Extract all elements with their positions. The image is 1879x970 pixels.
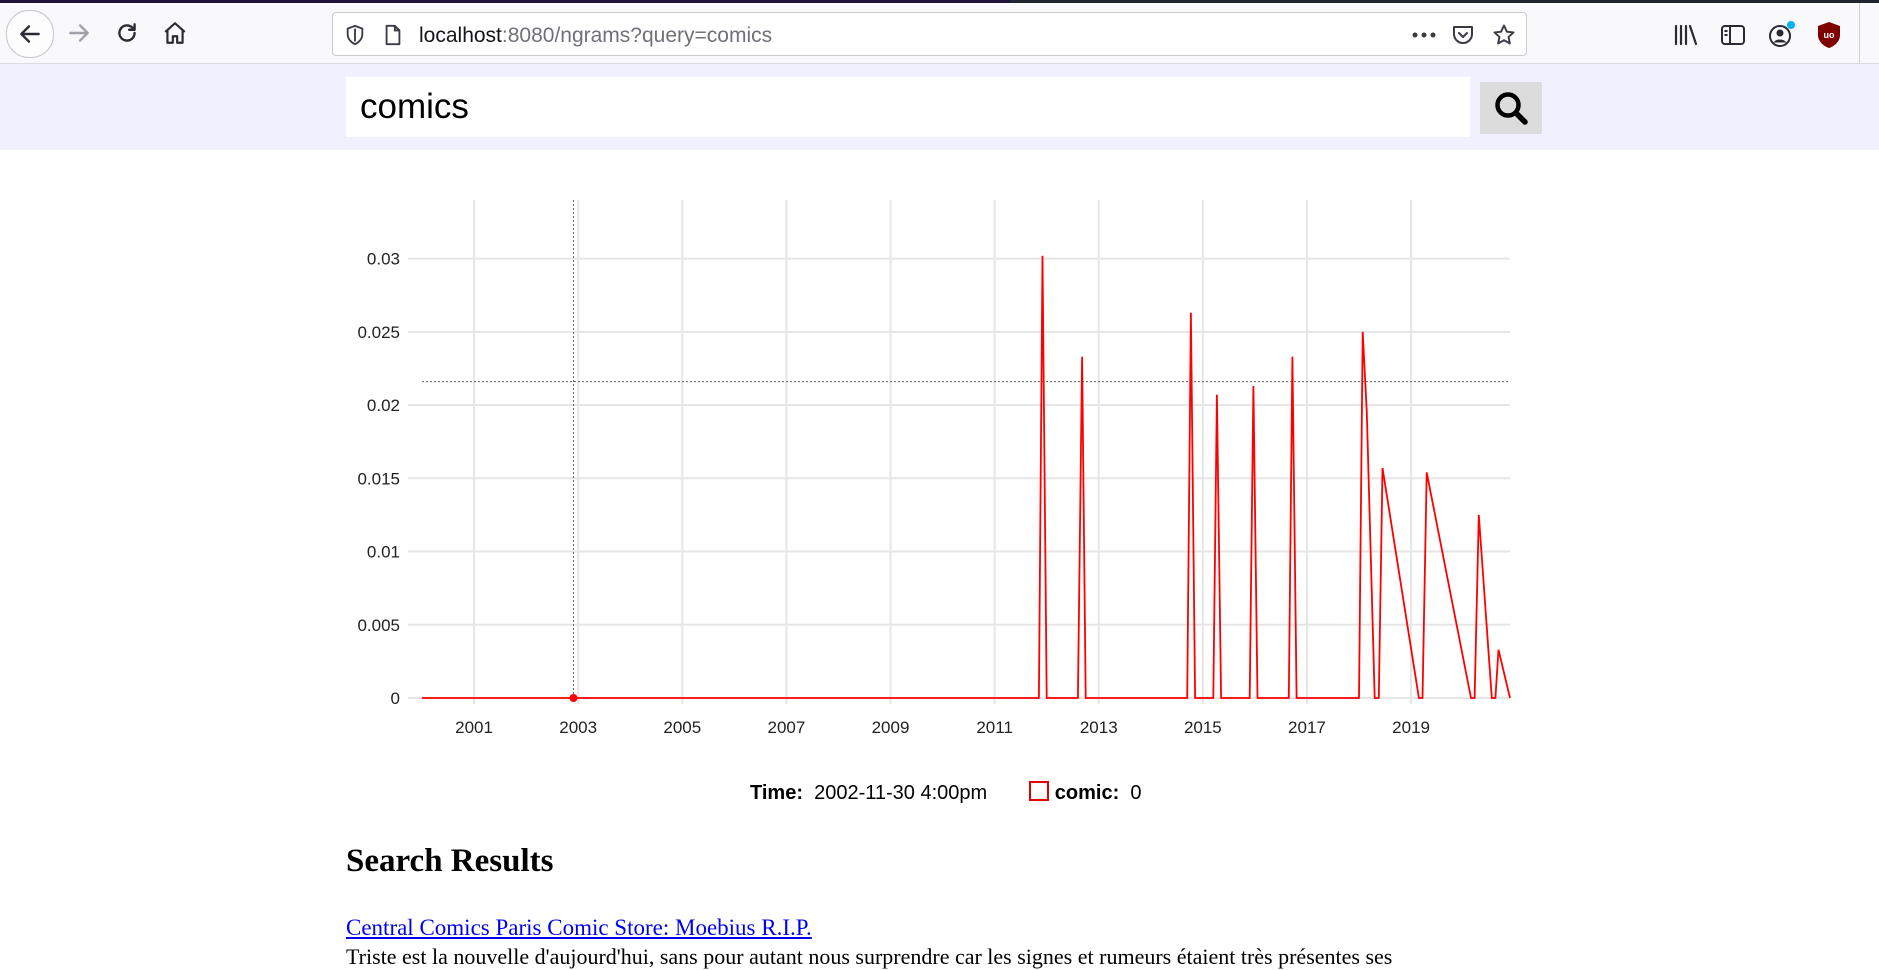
browser-toolbar: localhost:8080/ngrams?query=comics uo (0, 3, 1879, 64)
legend-time-value: 2002-11-30 4:00pm (814, 782, 988, 804)
ngram-chart[interactable]: 0 0.005 0.01 0.015 0.02 0.025 0.03 2001 2003 200… (340, 188, 1530, 748)
back-arrow-icon (20, 25, 40, 43)
x-tick-label: 2009 (872, 718, 910, 737)
svg-text:uo: uo (1824, 30, 1835, 40)
reload-button[interactable] (104, 10, 150, 56)
x-tick-label: 2001 (455, 718, 493, 737)
pocket-icon[interactable] (1450, 22, 1476, 48)
search-button[interactable] (1480, 82, 1542, 134)
y-tick-label: 0.03 (367, 250, 400, 269)
forward-arrow-icon (69, 24, 89, 42)
bookmark-star-icon[interactable] (1491, 22, 1517, 48)
ublock-origin-icon[interactable]: uo (1814, 20, 1844, 50)
back-button[interactable] (6, 10, 54, 58)
y-tick-label: 0 (391, 689, 400, 708)
result-title-link[interactable]: Central Comics Paris Comic Store: Moebiu… (346, 915, 812, 940)
home-button[interactable] (152, 10, 198, 56)
url-path: :8080/ngrams?query=comics (501, 24, 773, 47)
y-tick-label: 0.02 (367, 396, 400, 415)
url-text[interactable]: localhost:8080/ngrams?query=comics (419, 24, 772, 48)
y-tick-label: 0.025 (357, 323, 400, 342)
tracking-shield-icon[interactable] (343, 23, 367, 47)
tab-strip (0, 0, 1879, 3)
search-icon (1495, 92, 1528, 125)
x-tick-label: 2007 (767, 718, 805, 737)
series-line-comic (422, 255, 1511, 699)
page-info-icon[interactable] (381, 23, 405, 47)
toolbar-divider (1859, 3, 1860, 63)
x-tick-label: 2015 (1184, 718, 1222, 737)
home-icon (164, 22, 186, 44)
url-host: localhost (419, 24, 502, 47)
search-input[interactable] (346, 77, 1470, 137)
x-tick-label: 2017 (1288, 718, 1326, 737)
x-tick-label: 2011 (976, 718, 1013, 737)
page-actions-menu-icon[interactable] (1409, 23, 1439, 47)
forward-button[interactable] (56, 10, 102, 56)
sidebar-toggle-icon[interactable] (1719, 21, 1747, 49)
x-tick-label: 2005 (663, 718, 701, 737)
y-tick-label: 0.01 (367, 543, 400, 562)
account-icon[interactable] (1766, 20, 1796, 50)
legend-series-swatch (1028, 781, 1049, 801)
search-results-heading: Search Results (346, 843, 554, 879)
active-tab-indicator (0, 0, 1010, 3)
x-tick-label: 2019 (1392, 718, 1430, 737)
y-tick-label: 0.005 (357, 616, 400, 635)
address-bar[interactable]: localhost:8080/ngrams?query=comics (332, 12, 1527, 56)
y-tick-label: 0.015 (357, 469, 400, 488)
x-tick-label: 2013 (1080, 718, 1118, 737)
search-header (0, 64, 1879, 150)
result-snippet: Triste est la nouvelle d'aujourd'hui, sa… (346, 944, 1393, 969)
legend-series-label: comic: (1054, 782, 1120, 804)
library-icon[interactable] (1672, 21, 1700, 49)
legend-time-label: Time: (750, 782, 803, 804)
chart-legend: Time: 2002-11-30 4:00pm comic: 0 (750, 781, 1141, 805)
reload-icon (118, 23, 136, 42)
x-tick-label: 2003 (559, 718, 597, 737)
legend-series-value: 0 (1130, 782, 1142, 804)
